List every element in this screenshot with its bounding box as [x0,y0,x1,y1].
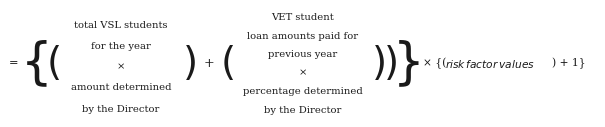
Text: for the year: for the year [91,43,151,51]
Text: =: = [8,59,18,68]
Text: ×: × [117,63,125,72]
Text: VET student: VET student [271,13,334,22]
Text: $($: $($ [46,44,60,83]
Text: loan amounts paid for: loan amounts paid for [247,32,358,41]
Text: by the Director: by the Director [264,106,341,115]
Text: $($: $($ [220,44,234,83]
Text: by the Director: by the Director [82,105,160,114]
Text: $\}$: $\}$ [391,38,419,89]
Text: +: + [203,57,214,70]
Text: total VSL students: total VSL students [74,21,168,30]
Text: $)$: $)$ [371,44,385,83]
Text: $)$: $)$ [183,44,196,83]
Text: ) + 1}: ) + 1} [552,58,586,69]
Text: $\{$: $\{$ [19,38,47,89]
Text: previous year: previous year [268,50,337,59]
Text: × {(: × {( [423,58,446,69]
Text: percentage determined: percentage determined [243,87,362,96]
Text: ×: × [298,68,307,77]
Text: $\mathit{risk\/factor\/values}$: $\mathit{risk\/factor\/values}$ [445,58,535,69]
Text: $)$: $)$ [384,44,397,83]
Text: amount determined: amount determined [71,83,171,92]
